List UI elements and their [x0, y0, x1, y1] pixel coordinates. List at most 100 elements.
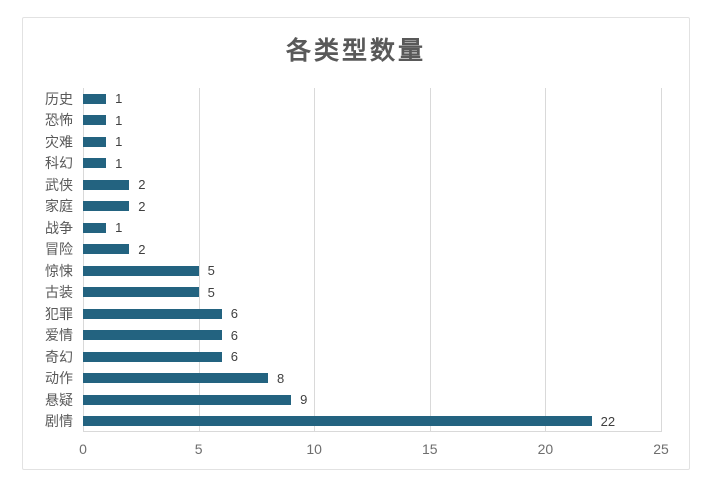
bar [83, 93, 107, 104]
bar-row: 动作 8 [23, 368, 661, 390]
plot-area [83, 88, 662, 432]
bar-row: 奇幻 6 [23, 346, 661, 368]
value-label: 8 [276, 370, 285, 386]
category-label: 历史 [45, 90, 73, 107]
x-axis-tick-label: 10 [306, 441, 322, 457]
bar [83, 115, 107, 126]
bar [83, 265, 199, 276]
category-label: 悬疑 [45, 391, 73, 408]
value-label: 5 [207, 263, 215, 279]
bar-track: 1 [83, 131, 661, 153]
bar-track: 5 [83, 282, 661, 304]
bar-row: 冒险 2 [23, 239, 661, 261]
x-axis-tick-label: 0 [79, 441, 87, 457]
category-label: 灾难 [45, 133, 73, 150]
bar-track: 1 [83, 217, 661, 239]
bar-track: 9 [83, 389, 661, 411]
bar-row: 武侠 2 [23, 174, 661, 196]
value-label: 1 [115, 155, 123, 171]
gridline [314, 88, 316, 432]
gridline [661, 88, 662, 432]
bar [83, 308, 222, 319]
bar [83, 201, 130, 212]
bar-track: 8 [83, 368, 661, 390]
category-label: 家庭 [45, 198, 73, 215]
bar-row: 家庭 2 [23, 196, 661, 218]
category-label: 剧情 [45, 413, 73, 430]
bar-track: 1 [83, 110, 661, 132]
category-label: 战争 [45, 219, 73, 236]
value-label: 2 [138, 241, 146, 257]
bar-row: 犯罪 6 [23, 303, 661, 325]
bar-track: 5 [83, 260, 661, 282]
value-label: 6 [230, 327, 238, 343]
value-label: 2 [138, 198, 146, 214]
bar [83, 136, 107, 147]
bar-row: 惊悚 5 [23, 260, 661, 282]
bar [83, 330, 222, 341]
category-label: 爱情 [45, 327, 73, 344]
bar-track: 6 [83, 303, 661, 325]
bar-track: 2 [83, 196, 661, 218]
chart-frame: 各类型数量 历史 1 恐怖 1 灾难 1 科幻 1 武侠 2 家庭 2 战争 1 冒险 2 惊悚 5 古装 5 犯罪 6 爱… [22, 17, 690, 470]
bar-row: 灾难 1 [23, 131, 661, 153]
value-label: 6 [230, 349, 238, 365]
x-axis-line [83, 431, 661, 432]
bar [83, 158, 107, 169]
gridline [83, 88, 84, 432]
category-label: 奇幻 [45, 348, 73, 365]
chart-title: 各类型数量 [285, 37, 426, 65]
gridline [198, 88, 200, 432]
category-label: 犯罪 [45, 305, 73, 322]
value-label: 1 [115, 134, 123, 150]
value-label: 5 [207, 284, 215, 300]
category-label: 冒险 [45, 241, 73, 258]
bar [83, 373, 268, 384]
x-axis-tick-label: 5 [194, 441, 203, 457]
bar-track: 6 [83, 346, 661, 368]
bar [83, 287, 199, 298]
category-label: 古装 [45, 284, 73, 301]
category-label: 武侠 [45, 176, 73, 193]
bar [83, 244, 130, 255]
value-label: 1 [115, 91, 123, 107]
bar-rows: 历史 1 恐怖 1 灾难 1 科幻 1 武侠 2 家庭 2 战争 1 冒险 2 惊悚 5 古装 5 犯罪 6 爱情 6 奇幻 6 动… [23, 88, 661, 432]
value-label: 1 [115, 112, 123, 128]
x-axis-ticks: 0 5 10 15 20 25 [79, 441, 669, 459]
bar-row: 剧情 22 [23, 411, 661, 433]
gridline [545, 88, 547, 432]
value-label: 6 [230, 306, 238, 322]
bar [83, 222, 107, 233]
gridline [429, 88, 431, 432]
bar [83, 394, 292, 405]
x-axis-tick-label: 25 [653, 441, 669, 457]
bar-track: 1 [83, 153, 661, 175]
bar [83, 416, 592, 427]
bar-row: 爱情 6 [23, 325, 661, 347]
category-label: 恐怖 [45, 112, 73, 129]
bar-track: 2 [83, 174, 661, 196]
bar-track: 1 [83, 88, 661, 110]
x-axis-tick-label: 20 [537, 441, 554, 457]
bar-row: 历史 1 [23, 88, 661, 110]
x-axis-tick-label: 15 [422, 441, 438, 457]
bar [83, 179, 130, 190]
category-label: 科幻 [45, 155, 73, 172]
value-label: 22 [600, 413, 616, 429]
gridlines [83, 88, 662, 432]
bar-row: 恐怖 1 [23, 110, 661, 132]
bar-row: 古装 5 [23, 282, 661, 304]
category-label: 惊悚 [45, 262, 73, 279]
bar-track: 6 [83, 325, 661, 347]
bar-row: 战争 1 [23, 217, 661, 239]
bar [83, 351, 222, 362]
category-label: 动作 [45, 370, 73, 387]
value-label: 9 [300, 392, 308, 408]
bar-track: 22 [83, 411, 661, 433]
bar-row: 悬疑 9 [23, 389, 661, 411]
value-label: 1 [115, 220, 123, 236]
bar-row: 科幻 1 [23, 153, 661, 175]
value-label: 2 [138, 177, 146, 193]
bar-track: 2 [83, 239, 661, 261]
